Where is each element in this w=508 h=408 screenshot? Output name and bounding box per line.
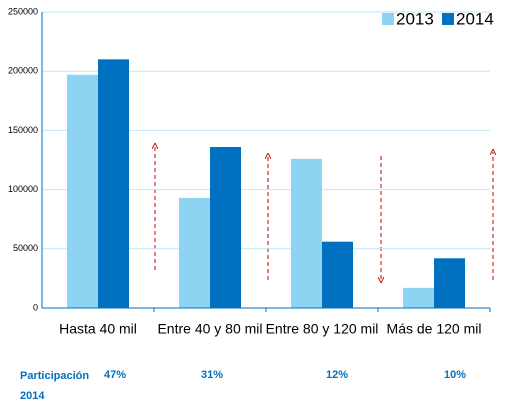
y-tick-label: 50000	[13, 243, 38, 253]
participation-value: 12%	[326, 369, 348, 381]
bar	[322, 241, 353, 308]
trend-arrows	[155, 146, 493, 280]
y-tick-label: 150000	[8, 125, 38, 135]
bar	[403, 287, 434, 308]
participation-value: 10%	[444, 369, 466, 381]
legend-swatch	[442, 13, 454, 25]
bar	[179, 197, 210, 308]
x-tick-label: Más de 120 mil	[387, 321, 482, 337]
y-tick-label: 100000	[8, 184, 38, 194]
x-tick-label: Hasta 40 mil	[59, 321, 137, 337]
bar	[67, 74, 98, 308]
y-tick-label: 250000	[8, 6, 38, 16]
participation-label: Participación 2014	[20, 370, 90, 402]
legend-label: 2013	[396, 9, 434, 28]
participation-value: 47%	[104, 369, 126, 381]
y-tick-label: 200000	[8, 66, 38, 76]
y-tick-label: 0	[33, 302, 38, 312]
bar	[291, 158, 322, 308]
bar	[210, 146, 241, 308]
legend-swatch	[382, 13, 394, 25]
x-tick-label: Entre 80 y 120 mil	[266, 321, 379, 337]
bar	[434, 258, 465, 308]
x-tick-label: Entre 40 y 80 mil	[157, 321, 262, 337]
bar	[98, 59, 129, 308]
participation-value: 31%	[201, 369, 223, 381]
legend-label: 2014	[456, 9, 494, 28]
